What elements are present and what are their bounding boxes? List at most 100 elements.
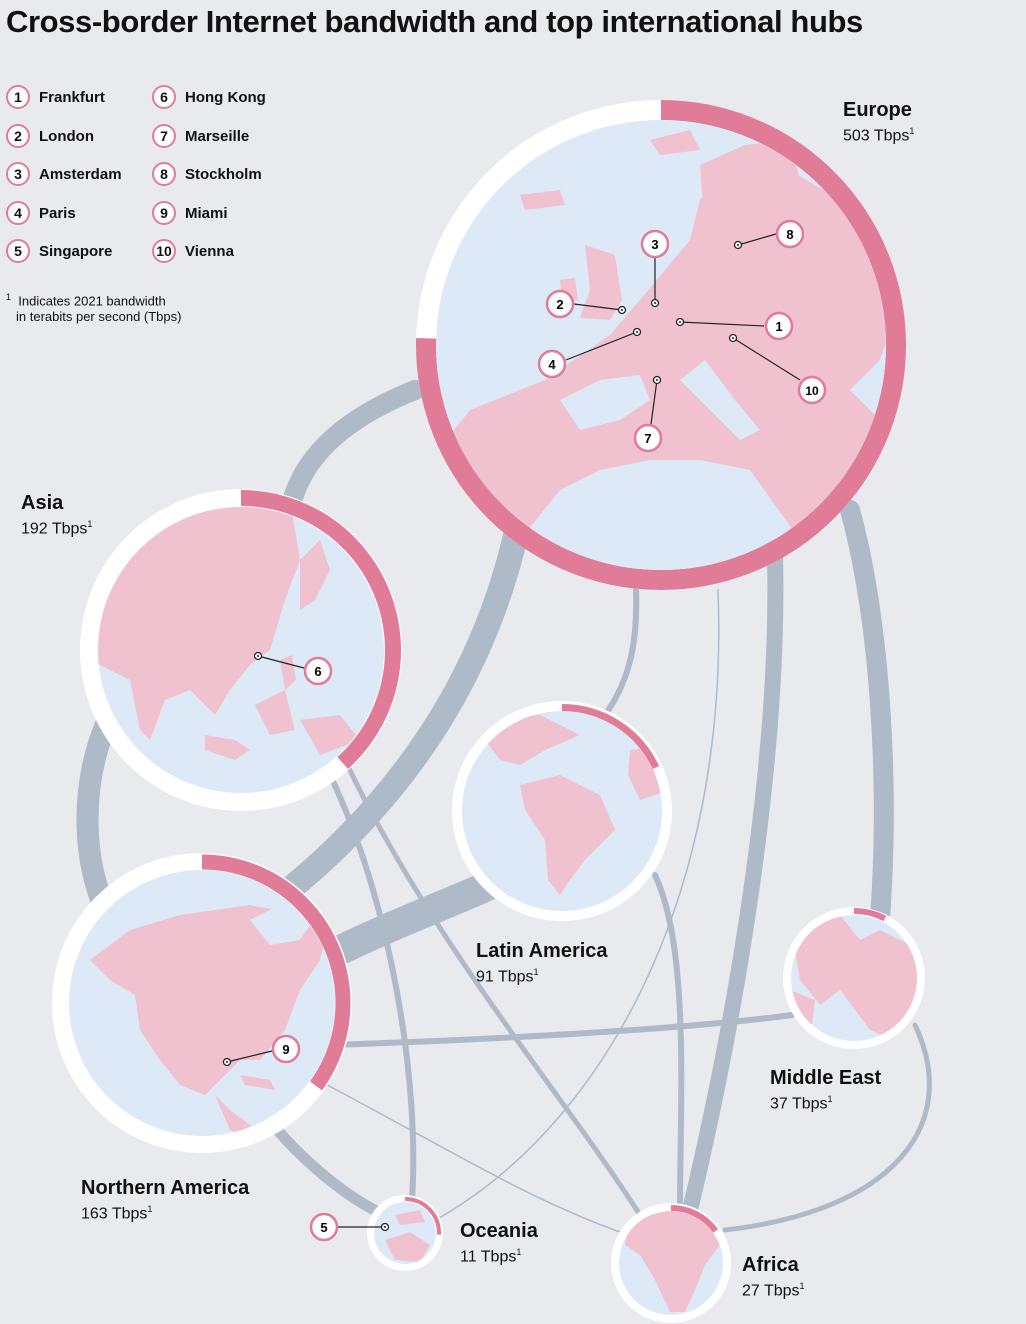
link-namerica-latam: [305, 865, 515, 975]
hub-badge-paris: 4: [537, 349, 567, 379]
link-europe-asia: [280, 380, 425, 520]
svg-text:5: 5: [320, 1220, 327, 1235]
link-europe-oceania: [431, 589, 720, 1223]
hub-dot-london: [617, 305, 627, 315]
region-latin-america: [452, 701, 672, 921]
svg-text:2: 2: [556, 297, 563, 312]
legend-number: 5: [6, 239, 30, 263]
legend-label: Amsterdam: [39, 165, 122, 183]
region-europe: 3 8 2 1 4 10 7: [416, 100, 906, 590]
legend-label: Paris: [39, 204, 76, 222]
svg-text:6: 6: [314, 664, 321, 679]
legend-number: 3: [6, 162, 30, 186]
region-name: Asia: [21, 492, 64, 514]
link-europe-africa: [682, 547, 784, 1218]
link-europe-latam: [602, 567, 640, 718]
legend-number: 9: [152, 201, 176, 225]
legend-item: 1 Frankfurt: [6, 85, 105, 109]
svg-text:3: 3: [651, 237, 658, 252]
legend-item: 5 Singapore: [6, 239, 112, 263]
legend-number: 7: [152, 124, 176, 148]
svg-text:10: 10: [805, 384, 819, 398]
region-value: 163 Tbps1: [81, 1204, 153, 1223]
link-namerica-africa: [317, 1079, 621, 1233]
legend-label: Frankfurt: [39, 88, 105, 106]
label-middle-east: Middle East 37 Tbps1: [770, 1067, 881, 1113]
footnote-line-2: in terabits per second (Tbps): [16, 309, 182, 325]
region-northern-america: 9: [52, 853, 352, 1153]
label-africa: Africa 27 Tbps1: [742, 1254, 805, 1300]
europe-landmass: [436, 130, 886, 570]
hub-dot-paris: [632, 327, 642, 337]
region-name: Oceania: [460, 1220, 538, 1242]
region-value: 91 Tbps1: [476, 967, 539, 986]
hub-dot-hong-kong: [253, 651, 263, 661]
link-europe-mideast: [840, 500, 894, 928]
legend-label: Miami: [185, 204, 228, 222]
svg-text:8: 8: [786, 227, 793, 242]
legend-item: 8 Stockholm: [152, 162, 262, 186]
legend-number: 4: [6, 201, 30, 225]
legend-item: 7 Marseille: [152, 124, 249, 148]
hub-badge-frankfurt: 1: [764, 311, 794, 341]
link-namerica-oceania: [259, 1109, 391, 1221]
region-name: Europe: [843, 99, 912, 121]
link-mideast-africa: [722, 1022, 932, 1233]
region-name: Northern America: [81, 1177, 250, 1199]
region-value: 37 Tbps1: [770, 1094, 833, 1113]
legend-label: Marseille: [185, 127, 250, 145]
hub-dot-miami: [222, 1057, 232, 1067]
region-name: Middle East: [770, 1067, 882, 1089]
legend-label: Stockholm: [185, 165, 262, 183]
legend-label: Singapore: [39, 242, 113, 260]
link-asia-africa: [342, 757, 643, 1218]
legend-item: 10 Vienna: [152, 239, 234, 263]
legend-item: 6 Hong Kong: [152, 85, 266, 109]
northern-america-landmass: [90, 900, 330, 1136]
hub-badge-miami: 9: [271, 1034, 301, 1064]
legend-item: 2 London: [6, 124, 94, 148]
legend-number: 2: [6, 124, 30, 148]
label-europe: Europe 503 Tbps1: [843, 99, 914, 145]
hub-badge-hong-kong: 6: [303, 656, 333, 686]
legend-item: 9 Miami: [152, 201, 228, 225]
region-africa: [611, 1203, 731, 1323]
hub-dot-stockholm: [733, 240, 743, 250]
region-value: 503 Tbps1: [843, 126, 915, 145]
link-namerica-mideast: [327, 1012, 795, 1048]
link-europe-namerica: [257, 512, 531, 918]
region-name: Latin America: [476, 940, 608, 962]
legend-number: 10: [152, 239, 176, 263]
africa-landmass: [625, 1211, 720, 1312]
link-latam-africa: [652, 872, 685, 1213]
region-value: 11 Tbps1: [460, 1247, 522, 1266]
hub-badge-amsterdam: 3: [640, 229, 670, 259]
region-middle-east: [783, 907, 925, 1049]
legend-number: 6: [152, 85, 176, 109]
label-oceania: Oceania 11 Tbps1: [460, 1220, 538, 1266]
hub-dot-singapore: [380, 1222, 390, 1232]
link-asia-oceania: [327, 772, 417, 1203]
label-northern-america: Northern America 163 Tbps1: [81, 1177, 249, 1223]
legend-label: Hong Kong: [185, 88, 266, 106]
footnote: 1 Indicates 2021 bandwidth in terabits p…: [6, 289, 181, 325]
hub-dot-frankfurt: [675, 317, 685, 327]
legend-label: London: [39, 127, 94, 145]
oceania-landmass: [385, 1210, 430, 1262]
footnote-line-1: Indicates 2021 bandwidth: [18, 293, 166, 309]
label-latin-america: Latin America 91 Tbps1: [476, 940, 608, 986]
region-asia: 6: [80, 489, 402, 811]
hub-badge-marseille: 7: [633, 423, 663, 453]
latin-america-landmass: [470, 715, 662, 895]
legend-number: 1: [6, 85, 30, 109]
legend-item: 4 Paris: [6, 201, 76, 225]
middle-east-landmass: [791, 915, 917, 1041]
hub-dot-amsterdam: [650, 298, 660, 308]
svg-text:7: 7: [644, 431, 651, 446]
region-value: 192 Tbps1: [21, 519, 93, 538]
svg-text:1: 1: [775, 319, 782, 334]
legend-label: Vienna: [185, 242, 234, 260]
hub-badge-vienna: 10: [797, 375, 827, 405]
svg-text:9: 9: [282, 1042, 289, 1057]
